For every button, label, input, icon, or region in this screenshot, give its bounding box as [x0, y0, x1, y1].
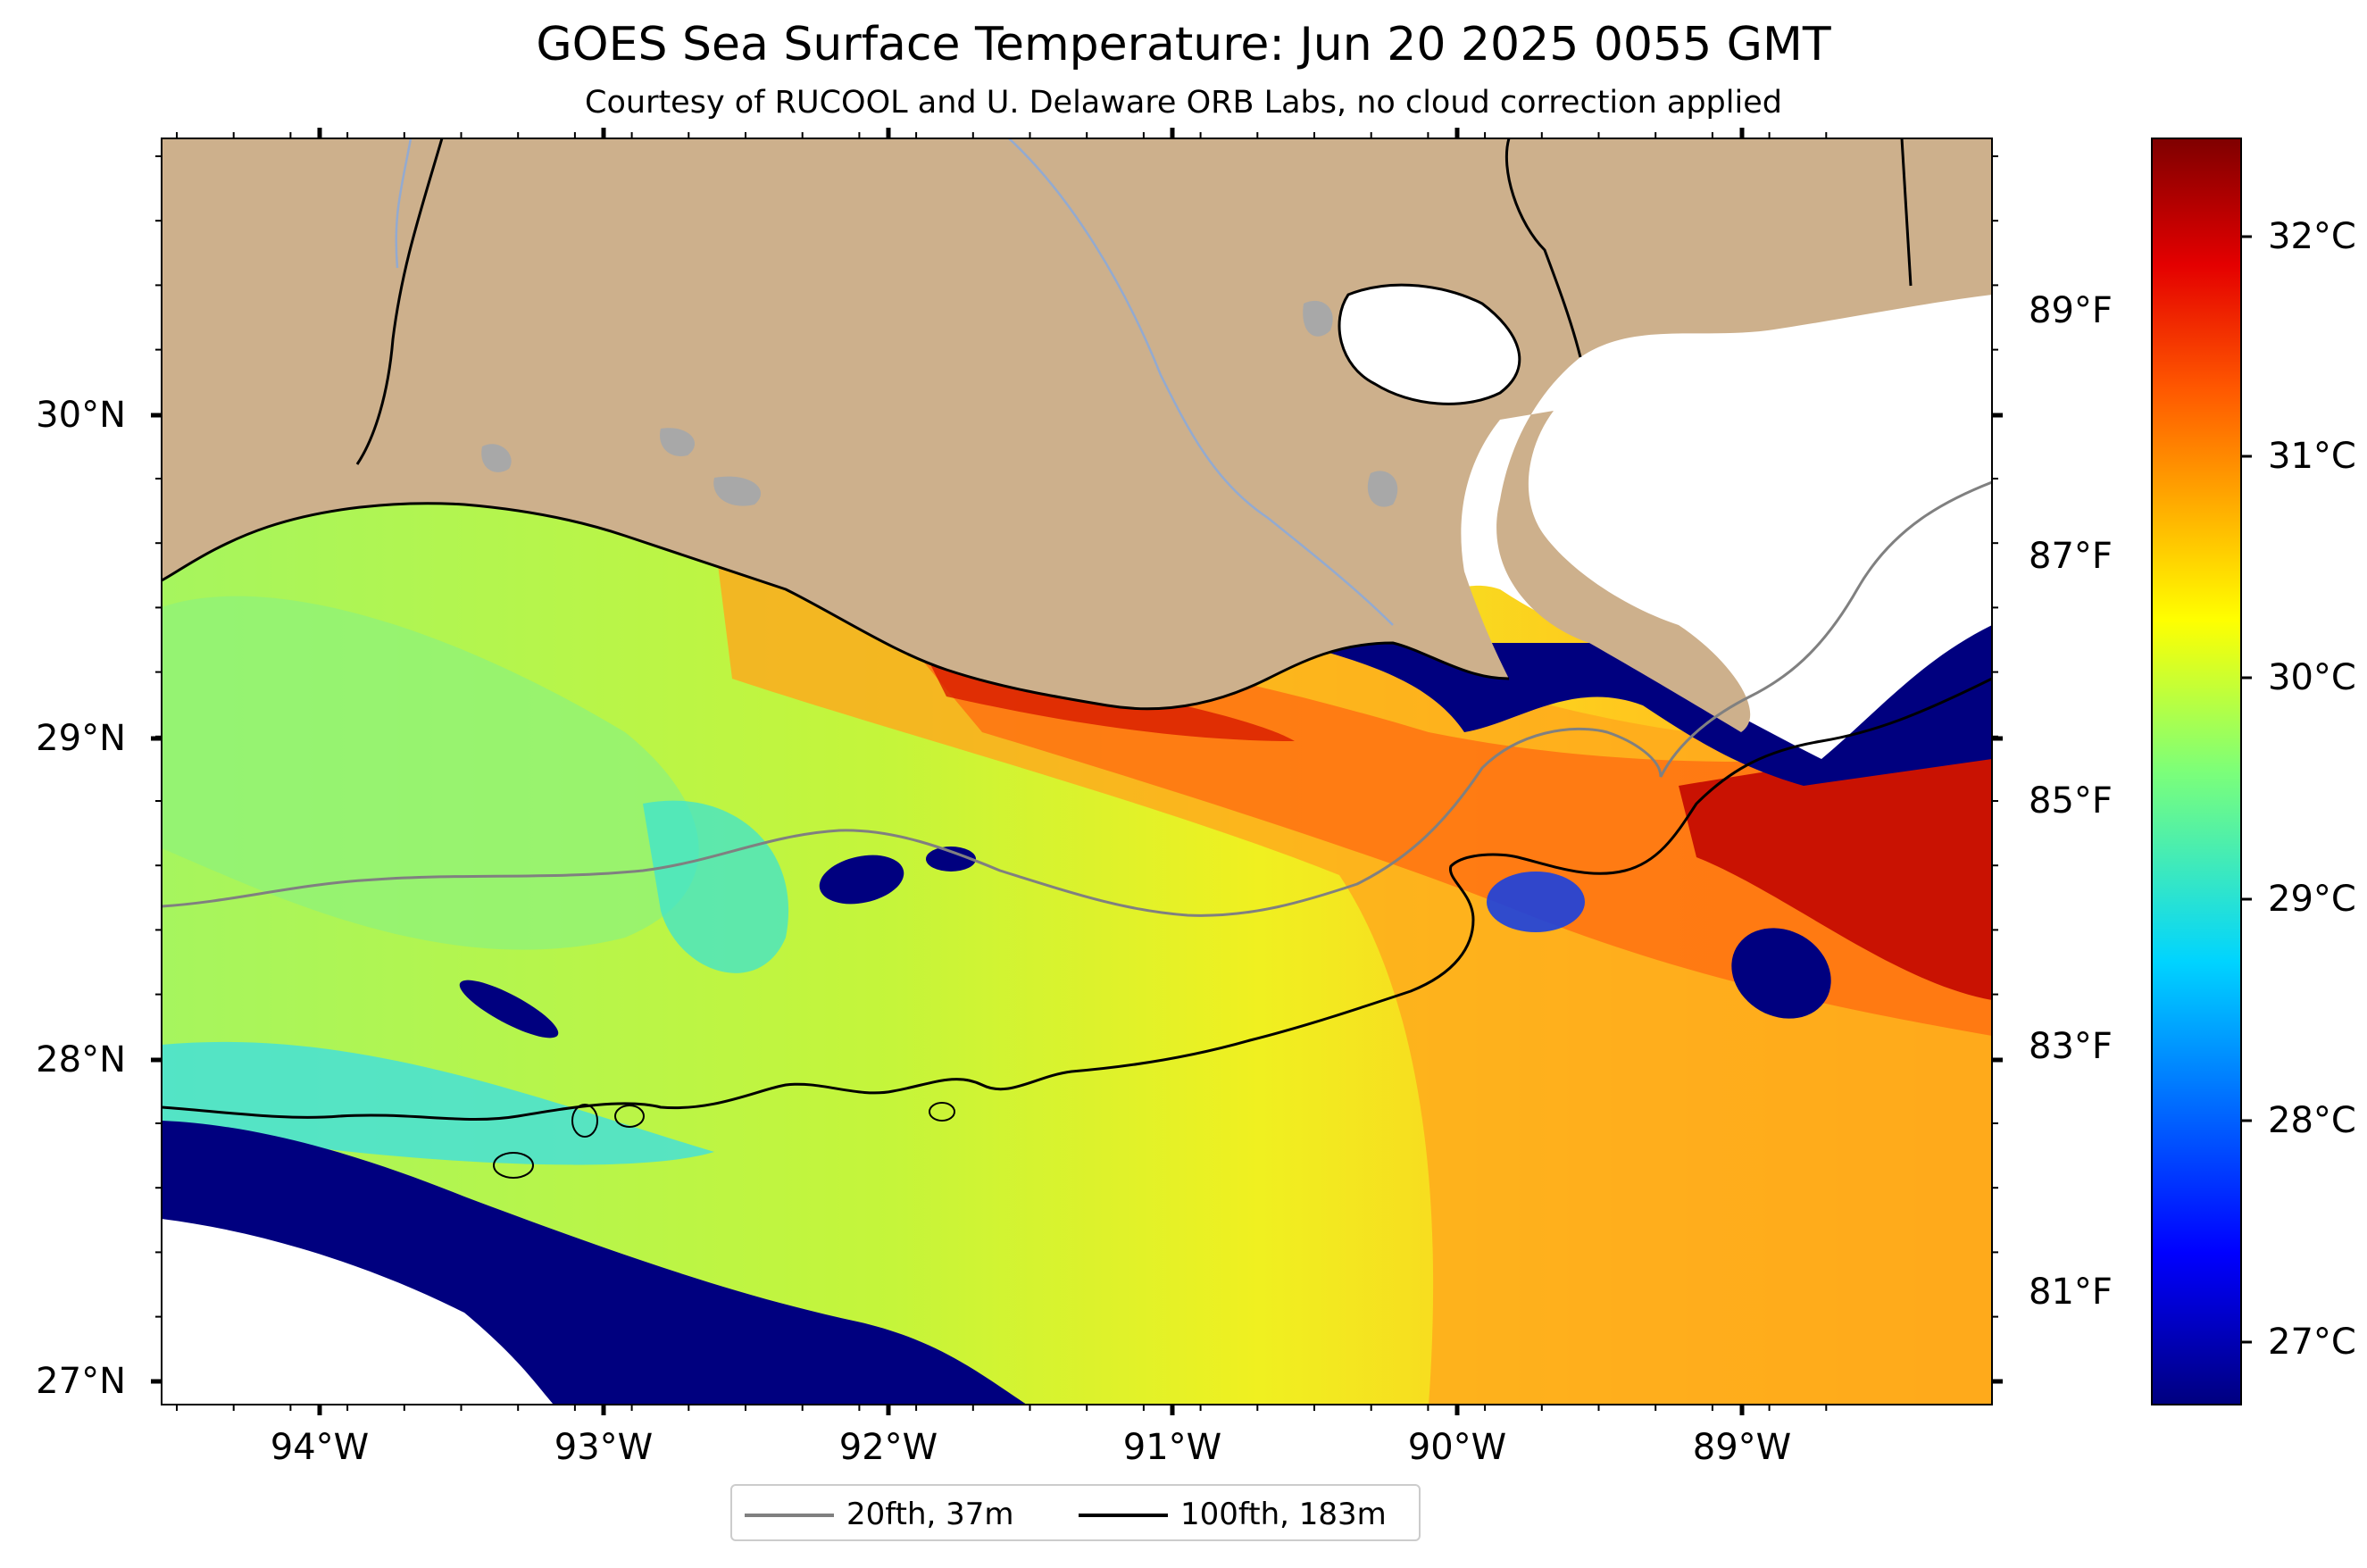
coastline — [162, 502, 1510, 711]
sst-field — [162, 138, 1992, 1405]
fahrenheit-label: 83°F — [2029, 1026, 2113, 1067]
celsius-label: 28°C — [2268, 1100, 2356, 1141]
celsius-label: 29°C — [2268, 879, 2356, 920]
lon-label: 91°W — [1122, 1427, 1222, 1468]
lat-label: 29°N — [36, 718, 126, 759]
celsius-label: 31°C — [2268, 436, 2356, 477]
colorbar-ticks — [2241, 235, 2252, 1344]
lat-label: 27°N — [36, 1361, 126, 1402]
sst-cold-spot — [1487, 872, 1585, 932]
sst-cold-spot — [1731, 928, 1831, 1019]
shoal-contour — [493, 1152, 534, 1179]
legend-swatch-100fth — [1079, 1514, 1168, 1517]
state-boundary — [1504, 138, 1582, 358]
isobath-20fth — [162, 480, 1992, 917]
map-ticks — [151, 128, 2003, 1415]
fahrenheit-label: 85°F — [2029, 780, 2113, 822]
colorbar — [2151, 138, 2242, 1405]
celsius-label: 30°C — [2268, 657, 2356, 698]
shoal-contour — [929, 1102, 955, 1122]
river — [1008, 138, 1394, 626]
shoal-contour — [614, 1105, 645, 1128]
lake — [1367, 471, 1398, 507]
lon-label: 89°W — [1692, 1427, 1792, 1468]
lake — [481, 444, 512, 472]
sst-cold-spot — [819, 855, 904, 905]
lon-label: 93°W — [554, 1427, 654, 1468]
fahrenheit-label: 89°F — [2029, 290, 2113, 331]
lake-pontchartrain — [1338, 283, 1521, 405]
lake — [1303, 300, 1333, 337]
lon-label: 90°W — [1407, 1427, 1507, 1468]
shoal-contour — [571, 1104, 598, 1138]
map-frame — [161, 138, 1993, 1405]
sst-hottest-patch — [1679, 750, 1992, 1000]
sst-warm-patch — [714, 536, 1992, 1405]
legend-swatch-20fth — [745, 1514, 834, 1517]
lat-label: 30°N — [36, 395, 126, 436]
sst-cold-spot — [926, 847, 976, 872]
lake — [713, 476, 762, 506]
map-title: GOES Sea Surface Temperature: Jun 20 202… — [536, 18, 1831, 71]
state-boundary — [355, 138, 444, 465]
river — [395, 138, 413, 269]
lake — [660, 428, 696, 456]
sst-cold-spot — [459, 980, 559, 1038]
state-boundary — [1900, 138, 1913, 287]
celsius-label: 32°C — [2268, 216, 2356, 257]
legend-label-20fth: 20fth, 37m — [846, 1497, 1014, 1532]
no-data-area — [162, 1219, 554, 1405]
lon-label: 94°W — [270, 1427, 370, 1468]
lon-label: 92°W — [838, 1427, 938, 1468]
isobath-100fth — [162, 677, 1992, 1122]
sst-cool-patch — [162, 596, 699, 950]
isobath-legend: 20fth, 37m 100fth, 183m — [730, 1484, 1421, 1541]
sst-cool-patch — [162, 1041, 714, 1165]
legend-label-100fth: 100fth, 183m — [1180, 1497, 1387, 1532]
lat-label: 28°N — [36, 1039, 126, 1080]
land-area — [162, 138, 1992, 732]
fahrenheit-label: 81°F — [2029, 1272, 2113, 1313]
map-subtitle: Courtesy of RUCOOL and U. Delaware ORB L… — [585, 85, 1782, 121]
celsius-label: 27°C — [2268, 1322, 2356, 1363]
sst-cool-patch — [643, 800, 789, 973]
fahrenheit-label: 87°F — [2029, 536, 2113, 577]
